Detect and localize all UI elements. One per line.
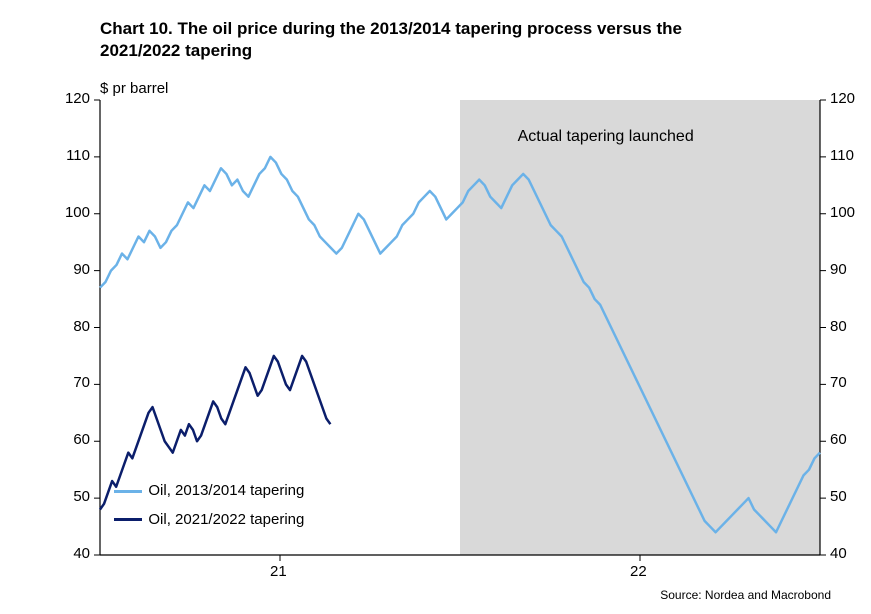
legend-line-icon bbox=[114, 518, 142, 521]
ytick-right: 80 bbox=[830, 318, 847, 335]
ytick-left: 40 bbox=[73, 545, 90, 562]
legend-label: Oil, 2013/2014 tapering bbox=[148, 482, 304, 499]
chart-container: Chart 10. The oil price during the 2013/… bbox=[0, 0, 871, 614]
ytick-left: 100 bbox=[65, 204, 90, 221]
ytick-right: 70 bbox=[830, 374, 847, 391]
legend-item: Oil, 2021/2022 tapering bbox=[114, 511, 304, 528]
ytick-right: 50 bbox=[830, 488, 847, 505]
ytick-left: 80 bbox=[73, 318, 90, 335]
ytick-left: 60 bbox=[73, 431, 90, 448]
chart-source: Source: Nordea and Macrobond bbox=[660, 588, 831, 602]
annotation-text: Actual tapering launched bbox=[518, 128, 694, 146]
xtick: 22 bbox=[630, 563, 647, 580]
ytick-right: 90 bbox=[830, 261, 847, 278]
ytick-right: 60 bbox=[830, 431, 847, 448]
legend-item: Oil, 2013/2014 tapering bbox=[114, 482, 304, 499]
ytick-left: 110 bbox=[66, 147, 90, 164]
ytick-right: 40 bbox=[830, 545, 847, 562]
ytick-right: 120 bbox=[830, 90, 855, 107]
ytick-right: 100 bbox=[830, 204, 855, 221]
ytick-left: 120 bbox=[65, 90, 90, 107]
ytick-left: 70 bbox=[73, 374, 90, 391]
ytick-left: 50 bbox=[73, 488, 90, 505]
ytick-right: 110 bbox=[830, 147, 854, 164]
legend-line-icon bbox=[114, 490, 142, 493]
ytick-left: 90 bbox=[73, 261, 90, 278]
legend-label: Oil, 2021/2022 tapering bbox=[148, 511, 304, 528]
xtick: 21 bbox=[270, 563, 287, 580]
